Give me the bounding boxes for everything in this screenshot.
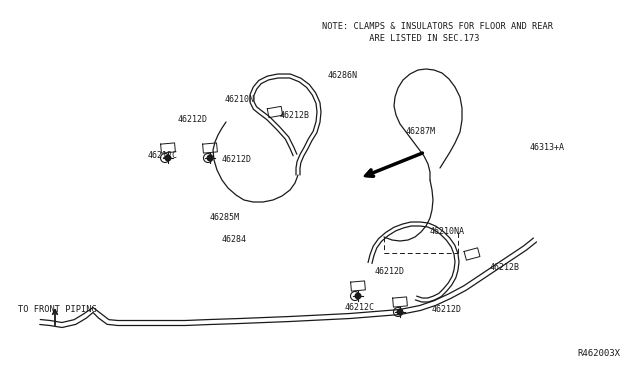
Text: 46212C: 46212C [148, 151, 178, 160]
Text: 46212C: 46212C [345, 304, 375, 312]
Text: 46210N: 46210N [225, 96, 255, 105]
Circle shape [164, 154, 172, 161]
Circle shape [207, 154, 214, 161]
Text: 46286N: 46286N [328, 71, 358, 80]
Text: 46212D: 46212D [222, 155, 252, 164]
Text: 46285M: 46285M [210, 214, 240, 222]
Text: 46212D: 46212D [432, 305, 462, 314]
Text: 46284: 46284 [222, 235, 247, 244]
Text: 46210NA: 46210NA [430, 228, 465, 237]
Text: 46212B: 46212B [280, 110, 310, 119]
Circle shape [397, 308, 403, 315]
Text: NOTE: CLAMPS & INSULATORS FOR FLOOR AND REAR: NOTE: CLAMPS & INSULATORS FOR FLOOR AND … [322, 22, 553, 31]
Text: TO FRONT PIPING: TO FRONT PIPING [18, 305, 97, 314]
Text: 46287M: 46287M [406, 128, 436, 137]
Text: 46212D: 46212D [178, 115, 208, 125]
Text: 46212B: 46212B [490, 263, 520, 273]
Circle shape [355, 292, 362, 299]
Text: 46212D: 46212D [375, 267, 405, 276]
Text: 46313+A: 46313+A [530, 144, 565, 153]
Text: R462003X: R462003X [577, 349, 620, 358]
Text: ARE LISTED IN SEC.173: ARE LISTED IN SEC.173 [322, 34, 479, 43]
